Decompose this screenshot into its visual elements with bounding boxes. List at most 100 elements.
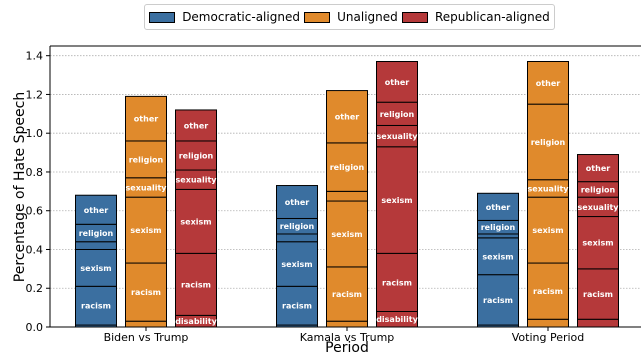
bar-segment <box>477 233 519 239</box>
segment-label: racism <box>583 290 613 299</box>
segment-label: religion <box>330 163 365 172</box>
segment-label: other <box>84 206 108 215</box>
legend-item-democratic: Democratic-aligned <box>149 10 300 24</box>
bar-segment <box>527 262 569 320</box>
legend-label-unaligned: Unaligned <box>337 10 398 24</box>
bar-segment <box>577 216 619 270</box>
bar-segment <box>527 103 569 181</box>
segment-label: religion <box>531 138 566 147</box>
segment-label: religion <box>129 155 164 164</box>
segment-label: sexuality <box>528 184 570 193</box>
bar-segment <box>175 252 217 316</box>
legend-item-republican: Republican-aligned <box>401 10 550 24</box>
legend-label-republican: Republican-aligned <box>434 10 550 24</box>
bar-segment <box>577 154 619 183</box>
bar-segment <box>75 241 117 250</box>
legend-swatch-unaligned <box>304 11 331 23</box>
segment-label: religion <box>481 223 516 232</box>
y-tick-label: 0.6 <box>26 205 44 218</box>
bar-segment <box>376 146 418 254</box>
segment-label: racism <box>81 302 111 311</box>
segment-label: religion <box>179 151 214 160</box>
segment-label: sexism <box>80 264 111 273</box>
segment-label: other <box>285 198 309 207</box>
bar-segment <box>276 241 318 287</box>
segment-label: other <box>184 121 208 130</box>
legend: Democratic-aligned Unaligned Republican-… <box>144 4 555 30</box>
bar-segment <box>175 109 217 142</box>
bar-segment <box>125 262 167 322</box>
legend-label-democratic: Democratic-aligned <box>182 10 300 24</box>
bar-segment <box>577 268 619 320</box>
bar-segment <box>75 194 117 225</box>
segment-label: religion <box>581 185 616 194</box>
bar-segment <box>125 95 167 142</box>
segment-label: religion <box>380 110 415 119</box>
y-tick-label: 0.4 <box>26 243 44 256</box>
segment-label: other <box>586 164 610 173</box>
segment-label: racism <box>332 290 362 299</box>
bar-segment <box>125 320 167 328</box>
segment-label: sexism <box>180 217 211 226</box>
segment-label: sexuality <box>126 183 168 192</box>
bar-segment <box>175 188 217 254</box>
bar-segment <box>326 142 368 192</box>
bar-segment <box>376 252 418 312</box>
segment-label: sexism <box>482 252 513 261</box>
segment-label: sexism <box>130 226 161 235</box>
segment-label: sexism <box>381 196 412 205</box>
x-tick-label: Voting Period <box>512 331 585 344</box>
bar-segment <box>376 61 418 103</box>
segment-label: sexism <box>532 226 563 235</box>
bar-segment <box>175 140 217 171</box>
bar-segment <box>527 196 569 264</box>
legend-item-unaligned: Unaligned <box>304 10 398 24</box>
y-tick-label: 1.0 <box>26 127 44 140</box>
segment-label: disability <box>175 317 217 326</box>
x-tick-label: Biden vs Trump <box>104 331 189 344</box>
segment-label: sexism <box>582 239 613 248</box>
y-tick-label: 0.0 <box>26 321 44 334</box>
y-tick-label: 0.2 <box>26 282 44 295</box>
segment-label: religion <box>79 229 114 238</box>
bar-segment <box>276 285 318 326</box>
segment-label: religion <box>280 222 315 231</box>
y-tick-label: 1.2 <box>26 88 44 101</box>
bar-segment <box>125 140 167 179</box>
y-tick-label: 1.4 <box>26 50 44 63</box>
segment-label: sexism <box>331 230 362 239</box>
y-axis-label: Percentage of Hate Speech <box>12 92 28 282</box>
segment-label: other <box>536 79 560 88</box>
segment-label: racism <box>181 280 211 289</box>
segment-label: racism <box>483 296 513 305</box>
bar-segment <box>577 318 619 328</box>
x-tick-label: Kamala vs Trump <box>300 331 395 344</box>
bar-segment <box>75 285 117 326</box>
segment-label: racism <box>382 278 412 287</box>
y-tick-label: 0.8 <box>26 166 44 179</box>
bar-segment <box>326 266 368 322</box>
bar-segment <box>326 320 368 328</box>
legend-swatch-republican <box>401 11 428 23</box>
bar-segment <box>276 185 318 219</box>
bar-segment <box>326 200 368 268</box>
segment-label: sexuality <box>176 176 218 185</box>
bar-segment <box>477 237 519 276</box>
bar-segment <box>276 233 318 243</box>
segment-label: other <box>335 113 359 122</box>
segment-label: sexuality <box>578 203 620 212</box>
segment-label: racism <box>533 287 563 296</box>
segment-label: disability <box>376 315 418 324</box>
segment-label: sexism <box>281 260 312 269</box>
x-axis-label: Period <box>325 340 369 356</box>
segment-label: other <box>486 203 510 212</box>
bar-segment <box>477 274 519 326</box>
bar-segment <box>326 90 368 144</box>
bar-segment <box>75 248 117 287</box>
legend-swatch-democratic <box>149 11 176 23</box>
bar-segment <box>326 190 368 202</box>
bar-segment <box>527 61 569 105</box>
bar-segment <box>477 192 519 221</box>
bar-segment <box>527 318 569 328</box>
